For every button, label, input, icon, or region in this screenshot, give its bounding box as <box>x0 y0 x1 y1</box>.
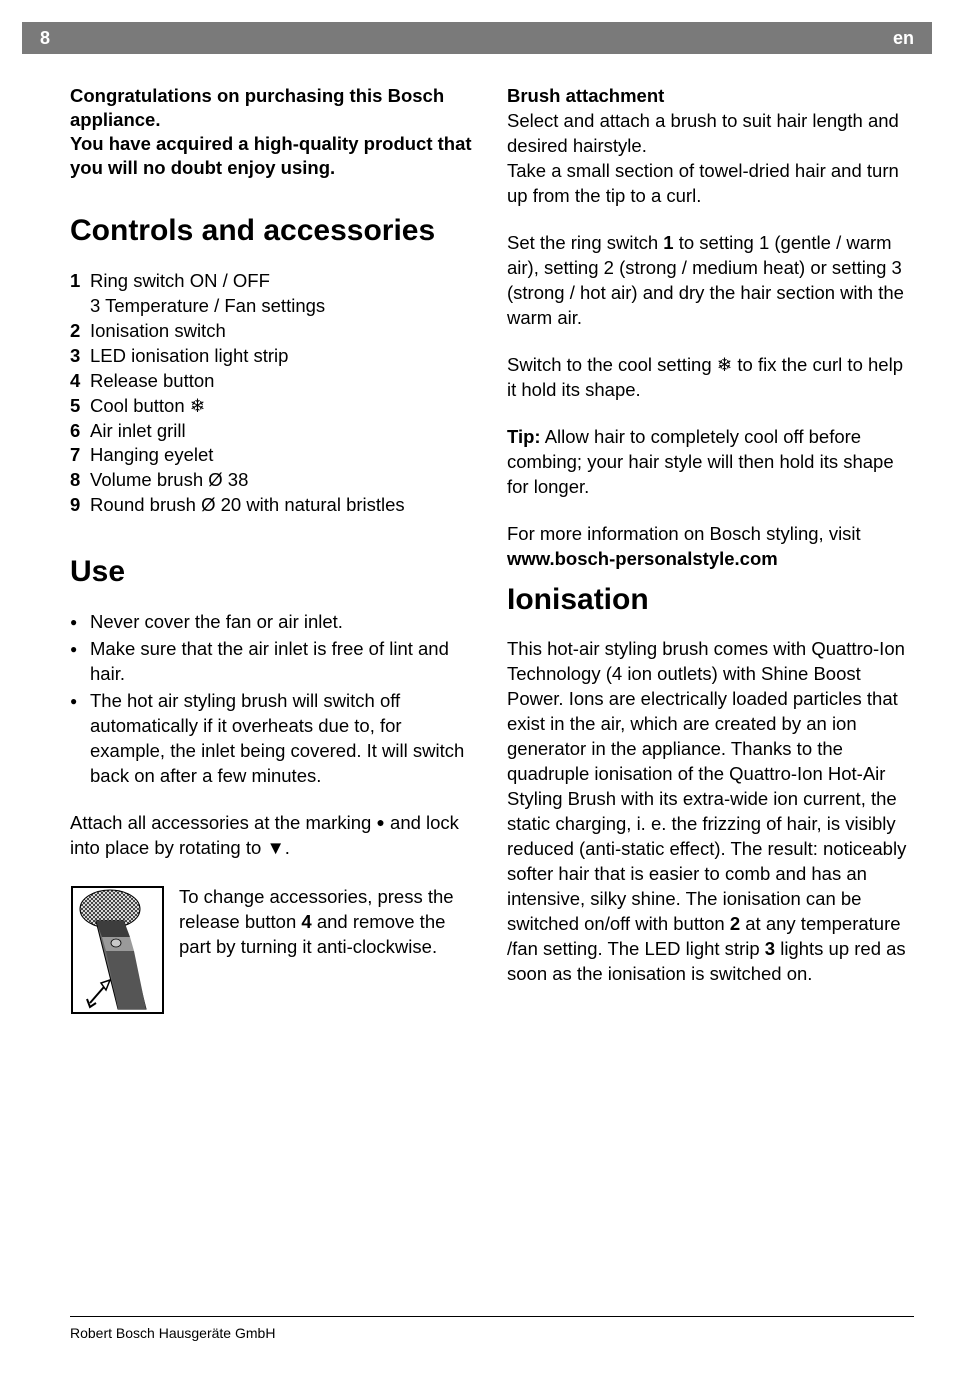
list-item-text: 3 Temperature / Fan settings <box>90 294 325 319</box>
controls-list: 1Ring switch ON / OFF3 Temperature / Fan… <box>70 269 477 519</box>
bullet-icon: ● <box>70 689 90 789</box>
ion-a: This hot-air styling brush comes with Qu… <box>507 638 906 934</box>
setring-a: Set the ring switch <box>507 232 663 253</box>
controls-list-item: 2Ionisation switch <box>70 319 477 344</box>
bullet-text: The hot air styling brush will switch of… <box>90 689 477 789</box>
page-content: Congratulations on purchasing this Bosch… <box>0 54 954 1035</box>
brush-heading: Brush attachment <box>507 85 664 106</box>
use-bullet-item: ●Make sure that the air inlet is free of… <box>70 637 477 687</box>
tip-label: Tip: <box>507 426 541 447</box>
controls-list-item: 6Air inlet grill <box>70 419 477 444</box>
bullet-icon: ● <box>70 610 90 635</box>
controls-list-item: 9Round brush Ø 20 with natural bristles <box>70 493 477 518</box>
ionisation-heading: Ionisation <box>507 584 914 616</box>
list-item-number: 6 <box>70 419 90 444</box>
page-footer: Robert Bosch Hausgeräte GmbH <box>70 1316 914 1341</box>
list-item-number: 5 <box>70 394 90 419</box>
brush-block: Brush attachment Select and attach a bru… <box>507 84 914 209</box>
brush-line2: Take a small section of towel-dried hair… <box>507 160 899 206</box>
bullet-text: Never cover the fan or air inlet. <box>90 610 343 635</box>
controls-heading: Controls and accessories <box>70 215 477 247</box>
attach-pre: Attach all accessories at the marking <box>70 812 376 833</box>
moreinfo-paragraph: For more information on Bosch styling, v… <box>507 522 914 572</box>
controls-list-item: 3LED ionisation light strip <box>70 344 477 369</box>
list-item-text: Release button <box>90 369 214 394</box>
list-item-text: LED ionisation light strip <box>90 344 288 369</box>
list-item-number: 8 <box>70 468 90 493</box>
use-bullet-item: ●Never cover the fan or air inlet. <box>70 610 477 635</box>
list-item-number: 3 <box>70 344 90 369</box>
change-accessory-text: To change accessories, press the release… <box>179 885 477 960</box>
attach-paragraph: Attach all accessories at the marking ● … <box>70 811 477 861</box>
tip-text: Allow hair to completely cool off before… <box>507 426 894 497</box>
cool-paragraph: Switch to the cool setting ❄ to fix the … <box>507 353 914 403</box>
page-language: en <box>893 28 914 49</box>
page-number: 8 <box>40 28 50 49</box>
use-heading: Use <box>70 556 477 588</box>
list-item-text: Air inlet grill <box>90 419 186 444</box>
controls-list-item: 1Ring switch ON / OFF <box>70 269 477 294</box>
moreinfo-link: www.bosch-personalstyle.com <box>507 548 778 569</box>
list-item-number: 9 <box>70 493 90 518</box>
accessory-block: To change accessories, press the release… <box>70 885 477 1015</box>
list-item-text: Ring switch ON / OFF <box>90 269 270 294</box>
list-item-number: 2 <box>70 319 90 344</box>
tip-paragraph: Tip: Allow hair to completely cool off b… <box>507 425 914 500</box>
intro-text: Congratulations on purchasing this Bosch… <box>70 84 477 180</box>
circle-icon: ● <box>376 814 384 830</box>
list-item-text: Round brush Ø 20 with natural bristles <box>90 493 405 518</box>
controls-list-item: 5Cool button ❄ <box>70 394 477 419</box>
list-item-number: 7 <box>70 443 90 468</box>
ion-b: 2 <box>730 913 740 934</box>
use-bullet-list: ●Never cover the fan or air inlet.●Make … <box>70 610 477 789</box>
controls-list-item: 7Hanging eyelet <box>70 443 477 468</box>
change-num: 4 <box>301 911 311 932</box>
controls-list-item: 8Volume brush Ø 38 <box>70 468 477 493</box>
brush-release-illustration <box>70 885 165 1015</box>
attach-end: . <box>285 837 290 858</box>
left-column: Congratulations on purchasing this Bosch… <box>70 84 477 1015</box>
bullet-text: Make sure that the air inlet is free of … <box>90 637 477 687</box>
brush-line1: Select and attach a brush to suit hair l… <box>507 110 899 156</box>
use-bullet-item: ●The hot air styling brush will switch o… <box>70 689 477 789</box>
list-item-text: Cool button ❄ <box>90 394 205 419</box>
ionisation-paragraph: This hot-air styling brush comes with Qu… <box>507 637 914 987</box>
controls-list-item: 3 Temperature / Fan settings <box>70 294 477 319</box>
list-item-number: 1 <box>70 269 90 294</box>
list-item-number: 4 <box>70 369 90 394</box>
ion-d: 3 <box>765 938 775 959</box>
setring-b: 1 <box>663 232 673 253</box>
controls-list-item: 4Release button <box>70 369 477 394</box>
list-item-text: Hanging eyelet <box>90 443 213 468</box>
triangle-down-icon: ▼ <box>266 837 284 858</box>
page-header: 8 en <box>22 22 932 54</box>
list-item-text: Volume brush Ø 38 <box>90 468 248 493</box>
footer-text: Robert Bosch Hausgeräte GmbH <box>70 1325 275 1341</box>
bullet-icon: ● <box>70 637 90 687</box>
right-column: Brush attachment Select and attach a bru… <box>507 84 914 1015</box>
list-item-text: Ionisation switch <box>90 319 226 344</box>
moreinfo-a: For more information on Bosch styling, v… <box>507 523 861 544</box>
setring-paragraph: Set the ring switch 1 to setting 1 (gen­… <box>507 231 914 331</box>
